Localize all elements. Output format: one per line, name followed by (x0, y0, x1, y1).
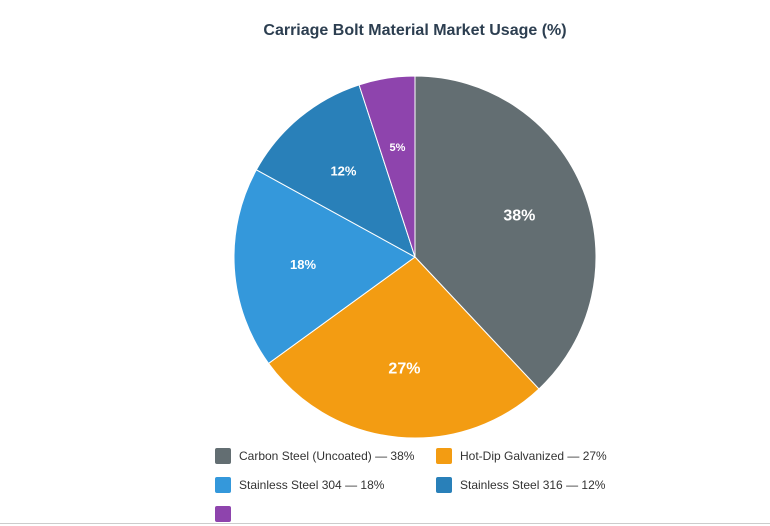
legend-item[interactable]: Hot-Dip Galvanized — 27% (436, 448, 607, 464)
divider (0, 523, 770, 524)
data-label: 38% (503, 208, 535, 225)
legend-item[interactable]: Stainless Steel 304 — 18% (215, 477, 384, 493)
legend-item[interactable]: Carbon Steel (Uncoated) — 38% (215, 448, 414, 464)
data-label: 27% (388, 361, 420, 378)
chart-title: Carriage Bolt Material Market Usage (%) (263, 22, 567, 39)
pie-slice[interactable] (255, 84, 416, 259)
legend-swatch (215, 506, 231, 522)
data-label: 5% (389, 142, 405, 154)
legend-label: Stainless Steel 316 — 12% (460, 478, 606, 492)
data-label: 12% (330, 164, 356, 179)
pie-slice[interactable] (414, 75, 597, 390)
legend-swatch (215, 448, 231, 464)
legend-swatch (215, 477, 231, 493)
legend-swatch (436, 448, 452, 464)
legend-swatch (436, 477, 452, 493)
legend-label: Stainless Steel 304 — 18% (239, 478, 385, 492)
pie-slice[interactable] (358, 75, 416, 258)
data-label: 18% (290, 257, 316, 272)
pie-slice[interactable] (233, 169, 416, 365)
legend-label: Carbon Steel (Uncoated) — 38% (239, 449, 415, 463)
legend-item[interactable]: Stainless Steel 316 — 12% (436, 477, 605, 493)
pie-slice[interactable] (267, 256, 540, 439)
legend-item[interactable] (215, 506, 239, 522)
legend-label: Hot-Dip Galvanized — 27% (460, 449, 607, 463)
